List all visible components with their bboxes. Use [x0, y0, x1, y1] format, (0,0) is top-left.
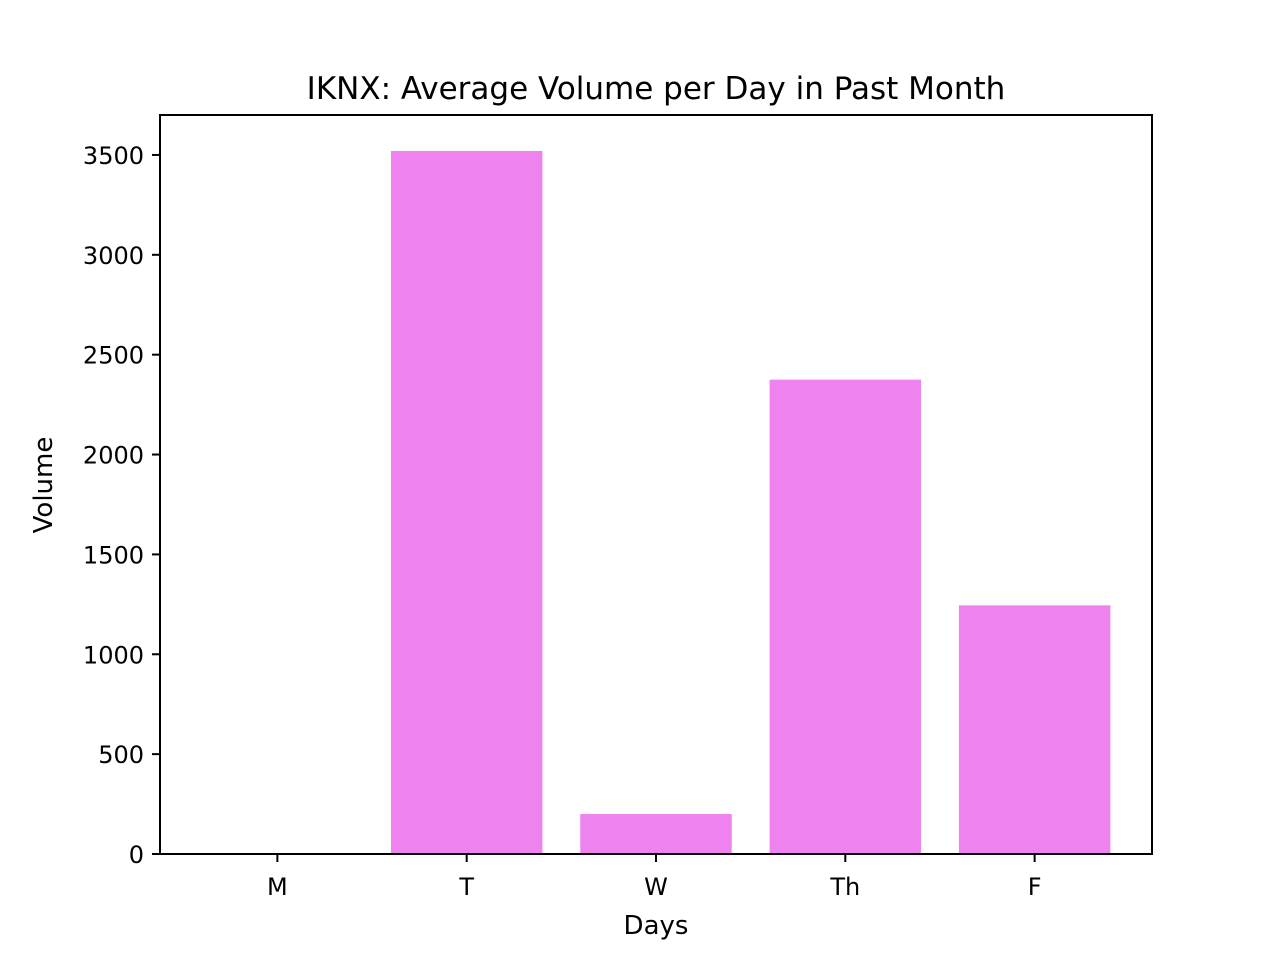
x-tick-label: W — [644, 873, 668, 901]
y-tick-label: 0 — [129, 841, 144, 869]
x-tick-label: F — [1028, 873, 1042, 901]
x-tick-label: M — [267, 873, 288, 901]
y-tick-label: 500 — [98, 741, 144, 769]
x-tick-label: T — [458, 873, 474, 901]
y-tick-label: 3500 — [83, 142, 144, 170]
y-tick-label: 2000 — [83, 442, 144, 470]
bar-w — [580, 814, 732, 854]
y-tick-label: 1000 — [83, 641, 144, 669]
y-tick-label: 2500 — [83, 342, 144, 370]
bar-th — [769, 379, 922, 854]
bar-t — [390, 150, 543, 854]
x-axis-ticks: M T W Th F — [267, 854, 1042, 901]
chart-title: IKNX: Average Volume per Day in Past Mon… — [307, 71, 1006, 107]
x-tick-label: Th — [829, 873, 860, 901]
bars-group — [390, 150, 1111, 854]
bar-f — [958, 605, 1111, 854]
y-tick-label: 1500 — [83, 541, 144, 569]
y-axis-label: Volume — [29, 437, 59, 534]
x-axis-label: Days — [624, 911, 689, 941]
y-tick-label: 3000 — [83, 242, 144, 270]
y-axis-ticks: 0 500 1000 1500 2000 2500 3000 3500 — [83, 142, 160, 869]
